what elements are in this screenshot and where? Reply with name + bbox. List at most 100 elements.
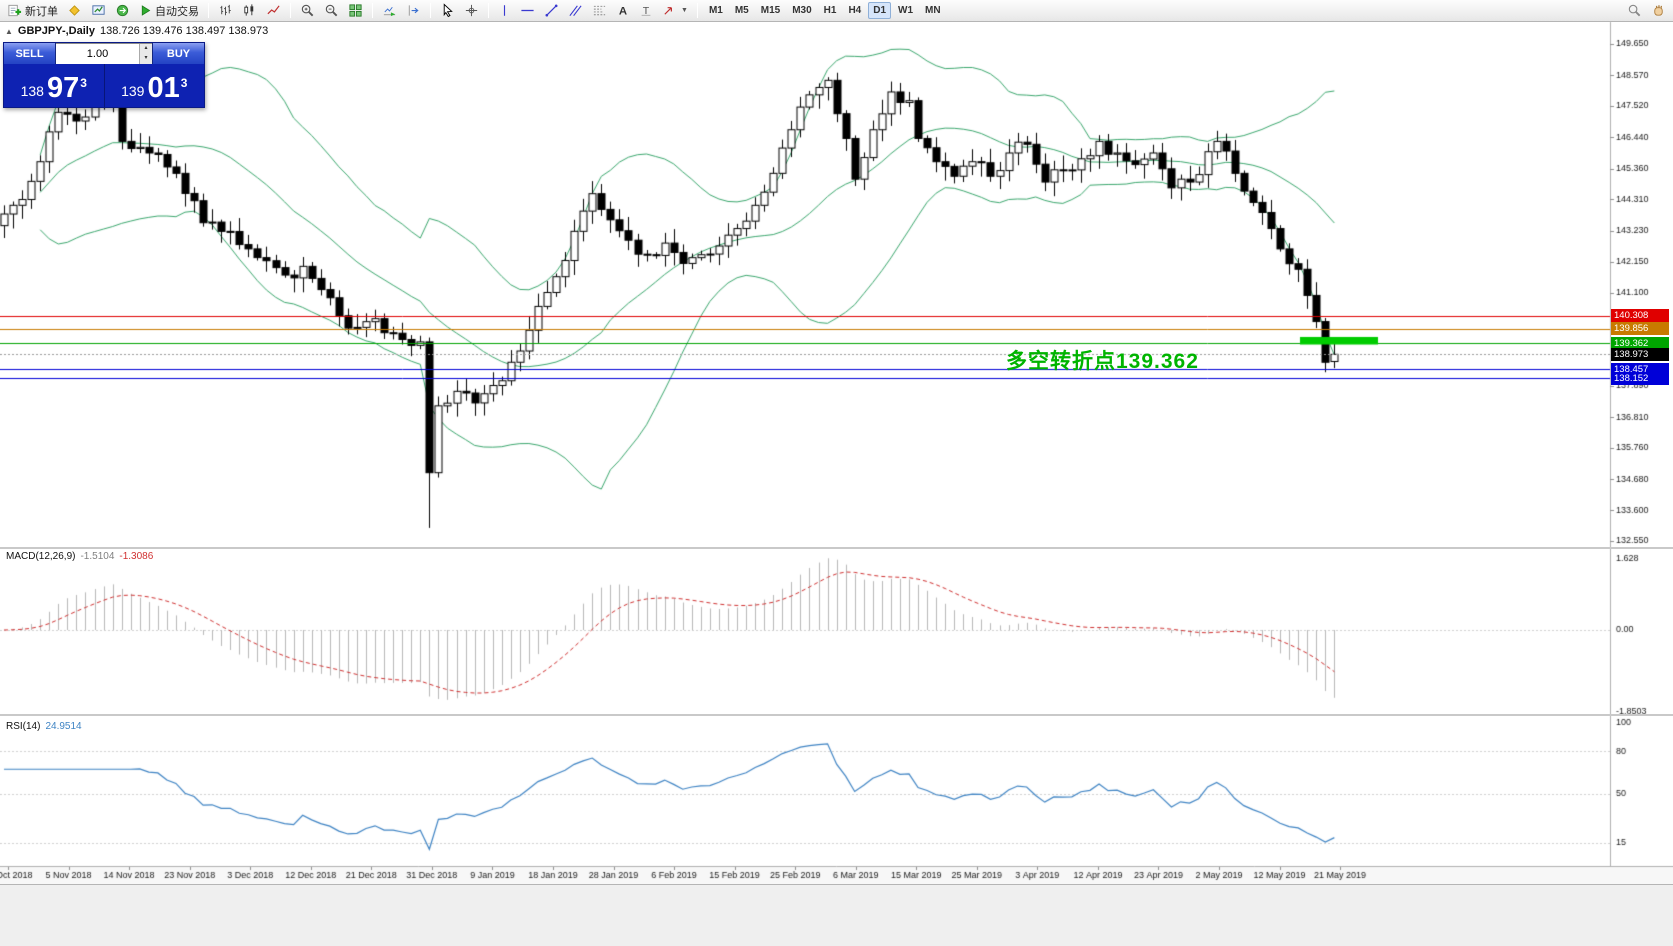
one-click-trading-panel: SELL 1.00 ▴ ▾ BUY 138 97 3 139 01 3: [3, 42, 205, 108]
panel-splitter[interactable]: [0, 714, 1673, 716]
arrow-shape-icon: [662, 3, 677, 18]
sell-price-prefix: 138: [20, 83, 44, 99]
fibonacci-icon: [592, 3, 607, 18]
timeframe-button-m30[interactable]: M30: [792, 5, 812, 16]
macd-signal-value: -1.3086: [119, 551, 154, 562]
timeframe-button-m15[interactable]: M15: [760, 5, 781, 16]
turning-point-annotation: 多空转折点139.362: [1006, 350, 1199, 373]
chart-shift-icon: [406, 3, 421, 18]
text-tool[interactable]: A: [612, 1, 634, 20]
new-order-button[interactable]: 新订单: [3, 1, 62, 20]
history-center-button[interactable]: [111, 1, 134, 20]
timeframe-button-m5[interactable]: M5: [734, 5, 749, 16]
timeframe-button-h4[interactable]: H4: [848, 5, 862, 16]
macd-label: MACD(12,26,9) -1.5104 -1.3086: [6, 551, 153, 562]
zoom-in-button[interactable]: [296, 1, 319, 20]
autotrading-label: 自动交易: [155, 5, 199, 18]
metaeditor-icon: [67, 3, 82, 18]
horizontal-line-tool[interactable]: [516, 1, 539, 20]
chart-line-button[interactable]: [262, 1, 285, 20]
rsi-value: 24.9514: [45, 721, 82, 732]
rsi-label: RSI(14) 24.9514: [6, 721, 82, 732]
chevron-down-icon: ▼: [681, 7, 688, 14]
buy-price-prefix: 139: [121, 83, 145, 99]
metaeditor-button[interactable]: [63, 1, 86, 20]
channel-icon: [568, 3, 583, 18]
toolbar-separator: [488, 3, 489, 18]
one-click-collapse-arrow[interactable]: ▲: [5, 26, 13, 36]
magnifier-icon: [1627, 3, 1642, 18]
chart-title: ▲ GBPJPY-,Daily 138.726 139.476 138.497 …: [5, 25, 268, 37]
svg-text:A: A: [619, 5, 627, 17]
zoom-out-button[interactable]: [320, 1, 343, 20]
crosshair-icon: [464, 3, 479, 18]
sell-button[interactable]: SELL: [4, 43, 56, 64]
timeframe-button-d1[interactable]: D1: [868, 2, 892, 19]
tile-windows-button[interactable]: [344, 1, 367, 20]
text-icon: A: [616, 3, 630, 18]
timeframe-button-mn[interactable]: MN: [925, 5, 941, 16]
buy-price[interactable]: 139 01 3: [105, 64, 205, 107]
macd-main-value: -1.5104: [80, 551, 115, 562]
timeframe-button-h1[interactable]: H1: [823, 5, 837, 16]
chart-candles-button[interactable]: [238, 1, 261, 20]
volume-field[interactable]: 1.00 ▴ ▾: [56, 43, 152, 64]
cursor-button[interactable]: [436, 1, 459, 20]
market-watch-button[interactable]: [87, 1, 110, 20]
buy-price-pip: 3: [180, 76, 188, 90]
zoom-tool-button[interactable]: [1623, 1, 1646, 20]
hand-icon: [1651, 3, 1666, 18]
shapes-tool[interactable]: ▼: [658, 1, 692, 20]
buy-button[interactable]: BUY: [152, 43, 204, 64]
market-watch-icon: [91, 3, 106, 18]
autotrading-button[interactable]: 自动交易: [135, 1, 203, 20]
main-toolbar: 新订单 自动交易 A T ▼ M1 M5 M15 M30 H1 H4 D1 W1 MN: [0, 0, 1673, 22]
vertical-line-icon: [498, 3, 511, 18]
toolbar-separator: [372, 3, 373, 18]
panel-splitter[interactable]: [0, 547, 1673, 549]
toolbar-separator: [290, 3, 291, 18]
toolbar-separator: [696, 3, 698, 18]
chart-shift-button[interactable]: [402, 1, 425, 20]
zoom-out-icon: [324, 3, 339, 18]
autotrading-play-icon: [139, 4, 152, 17]
svg-text:T: T: [643, 5, 650, 17]
sell-price-pip: 3: [80, 76, 87, 90]
timeframe-group: M1 M5 M15 M30 H1 H4 D1 W1 MN: [703, 2, 947, 19]
trendline-tool[interactable]: [540, 1, 563, 20]
trendline-icon: [544, 3, 559, 18]
candlestick-icon: [242, 3, 257, 18]
rsi-name: RSI(14): [6, 721, 41, 732]
timeframe-button-w1[interactable]: W1: [898, 5, 914, 16]
auto-scroll-button[interactable]: [378, 1, 401, 20]
sell-price[interactable]: 138 97 3: [4, 64, 105, 107]
timeframe-button-m1[interactable]: M1: [708, 5, 723, 16]
ohlc-readout: 138.726 139.476 138.497 138.973: [99, 25, 269, 37]
bottom-strip: [0, 884, 1673, 946]
cursor-icon: [440, 3, 455, 18]
volume-decrease-button[interactable]: ▾: [140, 54, 152, 64]
vertical-line-tool[interactable]: [494, 1, 515, 20]
macd-name: MACD(12,26,9): [6, 551, 76, 562]
volume-spinner: ▴ ▾: [139, 44, 152, 64]
chart-bars-button[interactable]: [214, 1, 237, 20]
label-tool[interactable]: T: [635, 1, 657, 20]
pan-tool-button[interactable]: [1647, 1, 1670, 20]
volume-value[interactable]: 1.00: [86, 48, 109, 60]
line-chart-icon: [266, 3, 281, 18]
bar-chart-icon: [218, 3, 233, 18]
fibonacci-tool[interactable]: [588, 1, 611, 20]
crosshair-button[interactable]: [460, 1, 483, 20]
sell-price-big: 97: [46, 72, 80, 104]
buy-price-big: 01: [147, 72, 180, 104]
zoom-in-icon: [300, 3, 315, 18]
new-order-label: 新订单: [25, 5, 58, 18]
text-label-icon: T: [639, 3, 653, 18]
auto-scroll-icon: [382, 3, 397, 18]
tile-windows-icon: [348, 3, 363, 18]
symbol-period-label: GBPJPY-,Daily: [17, 25, 95, 37]
volume-increase-button[interactable]: ▴: [140, 44, 152, 54]
toolbar-separator: [208, 3, 209, 18]
channel-tool[interactable]: [564, 1, 587, 20]
